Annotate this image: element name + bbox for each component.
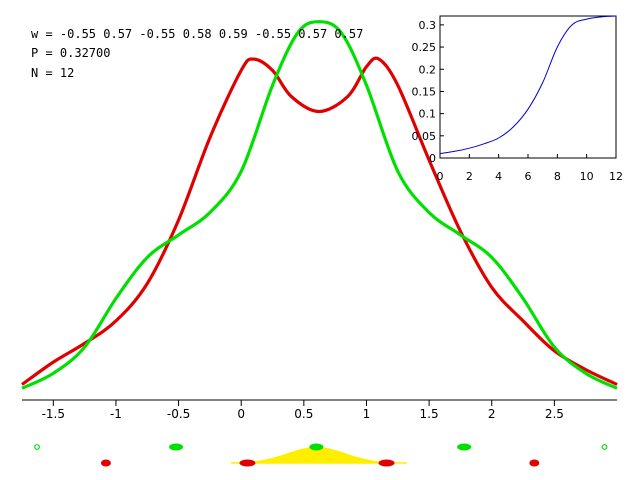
x-tick-group: -1.5 -1 -0.5 0 0.5 1 1.5 2 2.5: [42, 400, 564, 421]
red-density-line: [21, 56, 618, 386]
green-sample-point: [34, 444, 40, 450]
inset-y-tick-label: 0.2: [419, 63, 437, 76]
inset-y-tick-label: 0.15: [412, 85, 437, 98]
inset-line: [439, 15, 617, 155]
inset-plot: 0 0.05 0.1 0.15 0.2 0.25 0.3 0 2 4 6 8 10 12: [412, 15, 624, 183]
red-sample-point: [378, 459, 395, 467]
green-sample-point: [601, 444, 608, 450]
probability-readout: P = 0.32700: [31, 46, 110, 60]
count-readout: N = 12: [31, 66, 74, 80]
inset-y-tick-label: 0: [429, 152, 436, 165]
inset-x-tick-label: 6: [525, 170, 532, 183]
inset-x-tick-label: 4: [495, 170, 502, 183]
x-tick-label: 2: [488, 407, 496, 421]
red-sample-point: [529, 459, 540, 467]
inset-x-tick-label: 10: [580, 170, 594, 183]
inset-curve-group: [439, 15, 617, 155]
x-tick-label: 0: [237, 407, 245, 421]
x-tick-label: -1.5: [42, 407, 65, 421]
green-sample-point: [309, 443, 324, 451]
x-tick-label: 1: [363, 407, 371, 421]
x-tick-label: 1.5: [420, 407, 439, 421]
inset-x-tick-label: 2: [466, 170, 473, 183]
inset-tick-group: 0 0.05 0.1 0.15 0.2 0.25 0.3 0 2 4 6 8 10 12: [412, 19, 624, 183]
weights-readout: w = -0.55 0.57 -0.55 0.58 0.59 -0.55 0.5…: [31, 27, 363, 41]
inset-y-tick-label: 0.05: [412, 130, 437, 143]
red-sample-point: [100, 459, 111, 467]
green-sample-point: [457, 443, 472, 451]
inset-x-tick-label: 12: [609, 170, 623, 183]
inset-x-tick-label: 0: [437, 170, 444, 183]
inset-y-tick-label: 0.25: [412, 41, 437, 54]
green-density-line: [21, 20, 618, 390]
inset-y-tick-label: 0.1: [419, 108, 437, 121]
x-tick-label: 2.5: [545, 407, 564, 421]
curve-group: [21, 20, 618, 390]
green-sample-point: [169, 443, 184, 451]
x-tick-label: 0.5: [294, 407, 313, 421]
sample-strip: [34, 443, 608, 467]
x-tick-label: -0.5: [167, 407, 190, 421]
x-tick-label: -1: [110, 407, 122, 421]
inset-frame: [439, 15, 617, 159]
inset-x-tick-label: 8: [554, 170, 561, 183]
red-sample-point: [239, 459, 256, 467]
yellow-mass-area: [228, 447, 405, 463]
inset-y-tick-label: 0.3: [419, 19, 437, 32]
